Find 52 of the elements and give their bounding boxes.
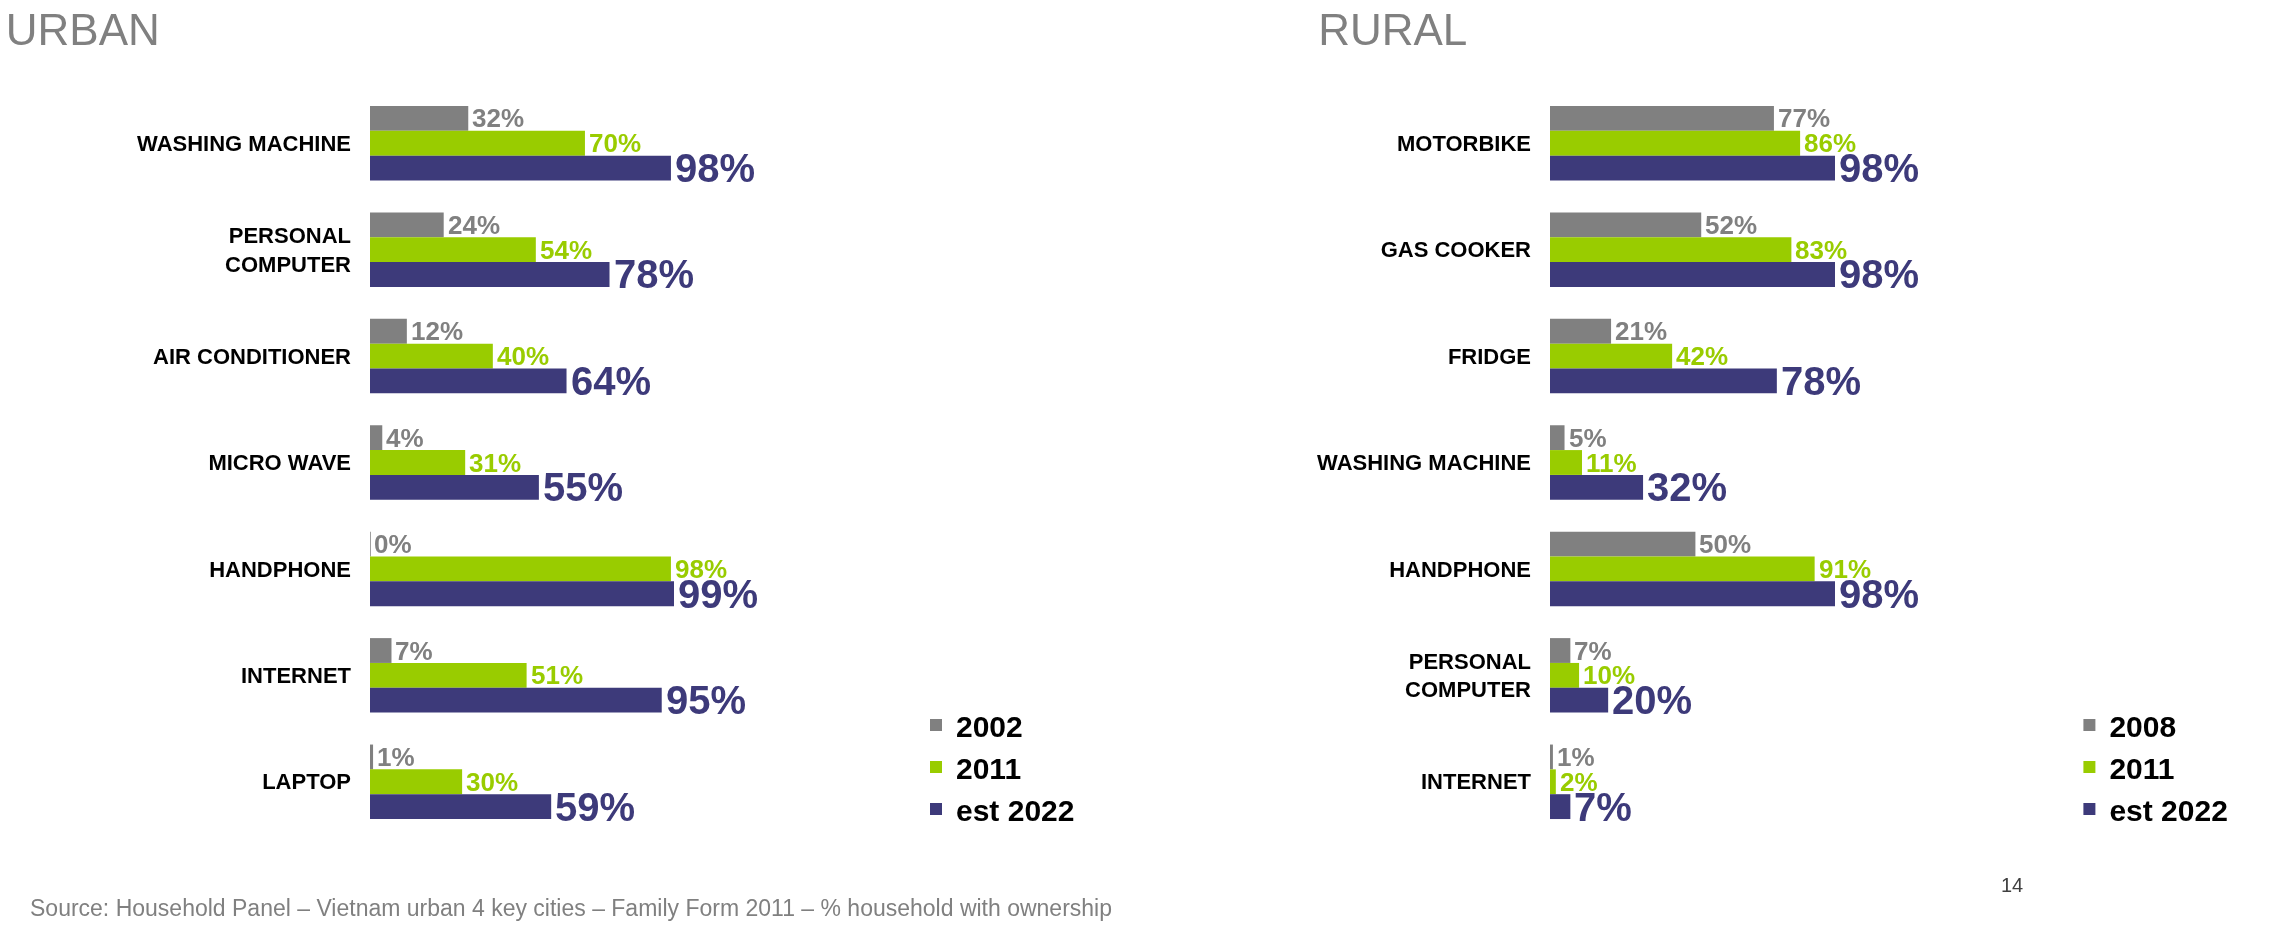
legend-label: 2002 xyxy=(956,709,1023,743)
legend-label: 2008 xyxy=(2109,709,2177,743)
data-label: 40% xyxy=(497,341,550,371)
y-tick-label: FRIDGE xyxy=(1447,343,1531,369)
y-tick-label: HANDPHONE xyxy=(209,556,351,582)
y-tick-label: MOTORBIKE xyxy=(1396,130,1531,156)
data-label: 52% xyxy=(1705,210,1758,240)
source-note: Source: Household Panel – Vietnam urban 4 key cities – Family Form 2011 – % household with ownership xyxy=(30,895,1113,922)
data-label: 77% xyxy=(1778,103,1831,133)
data-label: 78% xyxy=(1781,359,1862,403)
data-label: 32% xyxy=(1647,465,1728,509)
data-label: 4% xyxy=(386,423,424,453)
data-label: 24% xyxy=(448,210,501,240)
chart-title: RURAL xyxy=(1318,4,1468,54)
data-label: 7% xyxy=(395,636,433,666)
data-label: 55% xyxy=(543,465,624,509)
y-tick-label: PERSONAL COMPUTER xyxy=(225,223,352,277)
y-tick-label: HANDPHONE xyxy=(1389,556,1531,582)
legend-label: est 2022 xyxy=(956,793,1075,827)
data-label: 64% xyxy=(571,359,652,403)
data-label: 7% xyxy=(1574,636,1612,666)
y-tick-label: LAPTOP xyxy=(262,769,351,795)
legend-label: 2011 xyxy=(956,751,1022,785)
data-label: 1% xyxy=(1557,742,1595,772)
data-label: 95% xyxy=(666,678,747,722)
data-label: 21% xyxy=(1615,316,1668,346)
y-tick-label: INTERNET xyxy=(241,663,352,689)
data-label: 54% xyxy=(540,235,593,265)
data-label: 32% xyxy=(472,103,525,133)
chart-title: URBAN xyxy=(5,4,160,54)
y-tick-label: MICRO WAVE xyxy=(208,450,351,476)
data-label: 98% xyxy=(675,146,756,190)
data-label: 59% xyxy=(555,785,636,829)
y-tick-label: INTERNET xyxy=(1421,769,1532,795)
data-label: 70% xyxy=(589,128,642,158)
data-label: 30% xyxy=(466,767,519,797)
data-label: 51% xyxy=(531,660,584,690)
legend-label: 2011 xyxy=(2109,751,2175,785)
y-tick-label: PERSONAL COMPUTER xyxy=(1405,648,1532,703)
y-tick-label: WASHING MACHINE xyxy=(1317,450,1531,476)
text: 14 xyxy=(2001,874,2024,896)
y-tick-label: GAS COOKER xyxy=(1380,237,1532,263)
data-label: 42% xyxy=(1676,341,1729,371)
data-label: 1% xyxy=(377,742,415,772)
y-tick-label: WASHING MACHINE xyxy=(137,130,351,156)
data-label: 31% xyxy=(469,448,522,478)
data-label: 50% xyxy=(1699,529,1752,559)
data-label: 0% xyxy=(374,529,412,559)
y-tick-label: AIR CONDITIONER xyxy=(153,343,352,369)
legend-label: est 2022 xyxy=(2109,793,2228,827)
data-label: 78% xyxy=(614,252,695,296)
data-label: 12% xyxy=(411,316,464,346)
